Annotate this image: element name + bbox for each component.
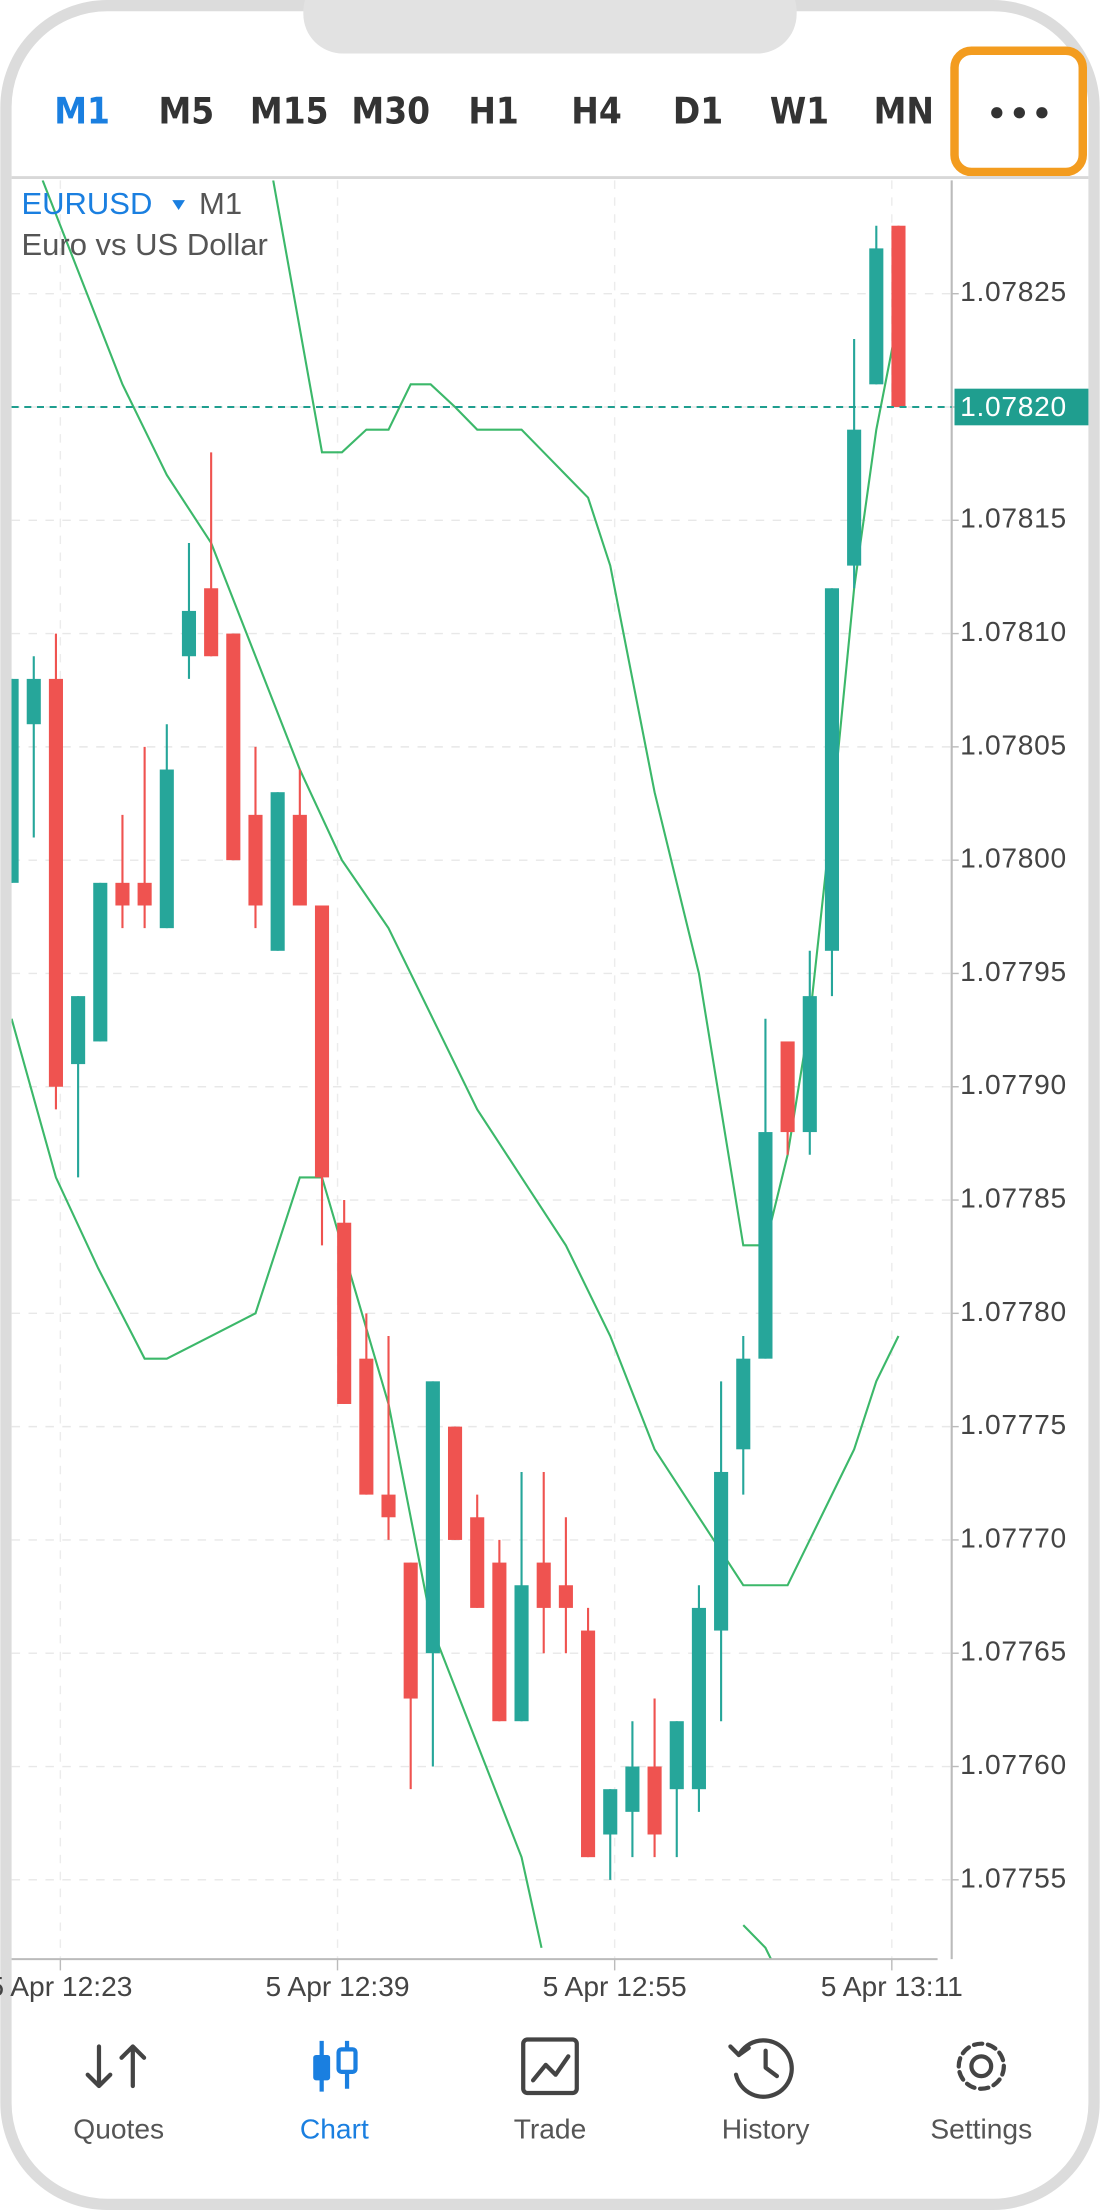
- candle-body: [625, 1766, 640, 1812]
- symbol-description: Euro vs US Dollar: [21, 227, 267, 262]
- indicator-line: [11, 1018, 543, 1949]
- candle-body: [425, 1381, 440, 1654]
- candle-body: [48, 678, 63, 1087]
- x-tick-label: 5 Apr 12:39: [265, 1970, 409, 2002]
- candle-body: [270, 792, 285, 951]
- candle-body: [581, 1630, 596, 1858]
- x-tick-label: 5 Apr 13:11: [821, 1970, 963, 2002]
- indicator-line: [41, 180, 900, 1587]
- notch: [303, 0, 797, 54]
- tab-label[interactable]: History: [722, 2113, 811, 2145]
- candle-body: [248, 814, 263, 906]
- symbol-timeframe: M1: [199, 186, 242, 221]
- y-tick-label: 1.07760: [960, 1748, 1067, 1780]
- timeframe-button[interactable]: W1: [770, 89, 829, 132]
- trade-icon: [521, 2037, 579, 2096]
- candle-body: [869, 248, 884, 385]
- y-tick-label: 1.07780: [960, 1295, 1067, 1327]
- candle-body: [292, 814, 307, 906]
- current-price-label: 1.07820: [960, 390, 1067, 422]
- current-price-box: [954, 388, 1089, 426]
- y-tick-label: 1.07765: [960, 1635, 1067, 1667]
- y-tick-label: 1.07815: [960, 502, 1067, 534]
- candle-body: [558, 1585, 573, 1608]
- candle-body: [204, 588, 219, 657]
- timeframe-button[interactable]: H1: [468, 89, 519, 132]
- candle-body: [381, 1494, 396, 1518]
- candle-body: [891, 225, 906, 407]
- candle-body: [447, 1426, 463, 1540]
- y-tick-label: 1.07800: [960, 842, 1067, 874]
- candle-body: [536, 1562, 551, 1608]
- candle-body: [603, 1789, 618, 1835]
- candle-body: [758, 1132, 773, 1359]
- timeframe-button[interactable]: M15: [250, 89, 329, 132]
- candle-body: [26, 678, 41, 725]
- candle-body: [359, 1358, 374, 1495]
- candle-body: [337, 1222, 352, 1404]
- y-tick-label: 1.07805: [960, 728, 1067, 760]
- timeframe-button[interactable]: M30: [351, 89, 430, 132]
- candle-body: [226, 633, 241, 861]
- y-tick-label: 1.07755: [960, 1861, 1067, 1893]
- candle-body: [492, 1562, 507, 1722]
- symbol[interactable]: EURUSD: [21, 186, 152, 221]
- candle-body: [514, 1585, 529, 1722]
- plot-area: [11, 180, 906, 1960]
- chart-icon: [313, 2040, 358, 2092]
- candle-body: [314, 905, 330, 1178]
- timeframe-button[interactable]: D1: [673, 89, 723, 132]
- symbol-info: EURUSD M1 Euro vs US Dollar: [21, 186, 267, 262]
- settings-icon: [956, 2041, 1006, 2091]
- candle-body: [71, 996, 86, 1065]
- y-tick-label: 1.07825: [960, 275, 1067, 307]
- quotes-icon: [85, 2044, 147, 2089]
- candle-body: [470, 1517, 485, 1608]
- y-tick-label: 1.07785: [960, 1181, 1067, 1213]
- indicator-line: [742, 1924, 773, 1960]
- candle-body: [824, 588, 840, 951]
- symbol-dropdown-arrow[interactable]: [172, 200, 185, 211]
- candle-body: [780, 1041, 795, 1133]
- timeframe-button[interactable]: H4: [571, 89, 622, 132]
- candle-body: [11, 678, 19, 883]
- y-tick-label: 1.07775: [960, 1408, 1067, 1440]
- highlight-box: [950, 46, 1087, 177]
- tab-label[interactable]: Settings: [930, 2113, 1032, 2145]
- candle-body: [159, 769, 174, 929]
- y-tick-label: 1.07795: [960, 955, 1067, 987]
- candle-body: [137, 882, 152, 906]
- candle-body: [714, 1471, 729, 1631]
- candle-body: [691, 1607, 706, 1790]
- timeframe-bar: M1 M5 M15 M30 H1 H4 D1 W1 MN: [54, 89, 934, 132]
- y-tick-label: 1.07790: [960, 1068, 1067, 1100]
- timeframe-button[interactable]: M1: [54, 89, 110, 132]
- candle-body: [181, 610, 197, 657]
- candle-body: [847, 429, 862, 566]
- more-button[interactable]: [991, 107, 1048, 119]
- tab-label[interactable]: Quotes: [73, 2113, 164, 2145]
- x-tick-label: 5 Apr 12:55: [543, 1970, 687, 2002]
- tab-label[interactable]: Trade: [514, 2113, 587, 2145]
- tab-bar: Quotes Chart Trade History Settings: [73, 2037, 1032, 2145]
- timeframe-button[interactable]: M5: [158, 89, 214, 132]
- tab-label[interactable]: Chart: [300, 2113, 369, 2145]
- candle-body: [736, 1358, 751, 1450]
- candle-body: [647, 1766, 662, 1835]
- candle-body: [115, 882, 130, 906]
- x-tick-label: 5 Apr 12:23: [0, 1970, 132, 2002]
- candle-body: [669, 1721, 684, 1790]
- history-icon: [728, 2038, 794, 2099]
- candle-body: [403, 1562, 418, 1699]
- y-tick-label: 1.07810: [960, 615, 1067, 647]
- timeframe-button[interactable]: MN: [874, 89, 934, 132]
- y-tick-label: 1.07770: [960, 1521, 1067, 1553]
- indicator-line: [272, 180, 900, 1247]
- candle-body: [93, 882, 108, 1042]
- candle-body: [802, 996, 817, 1133]
